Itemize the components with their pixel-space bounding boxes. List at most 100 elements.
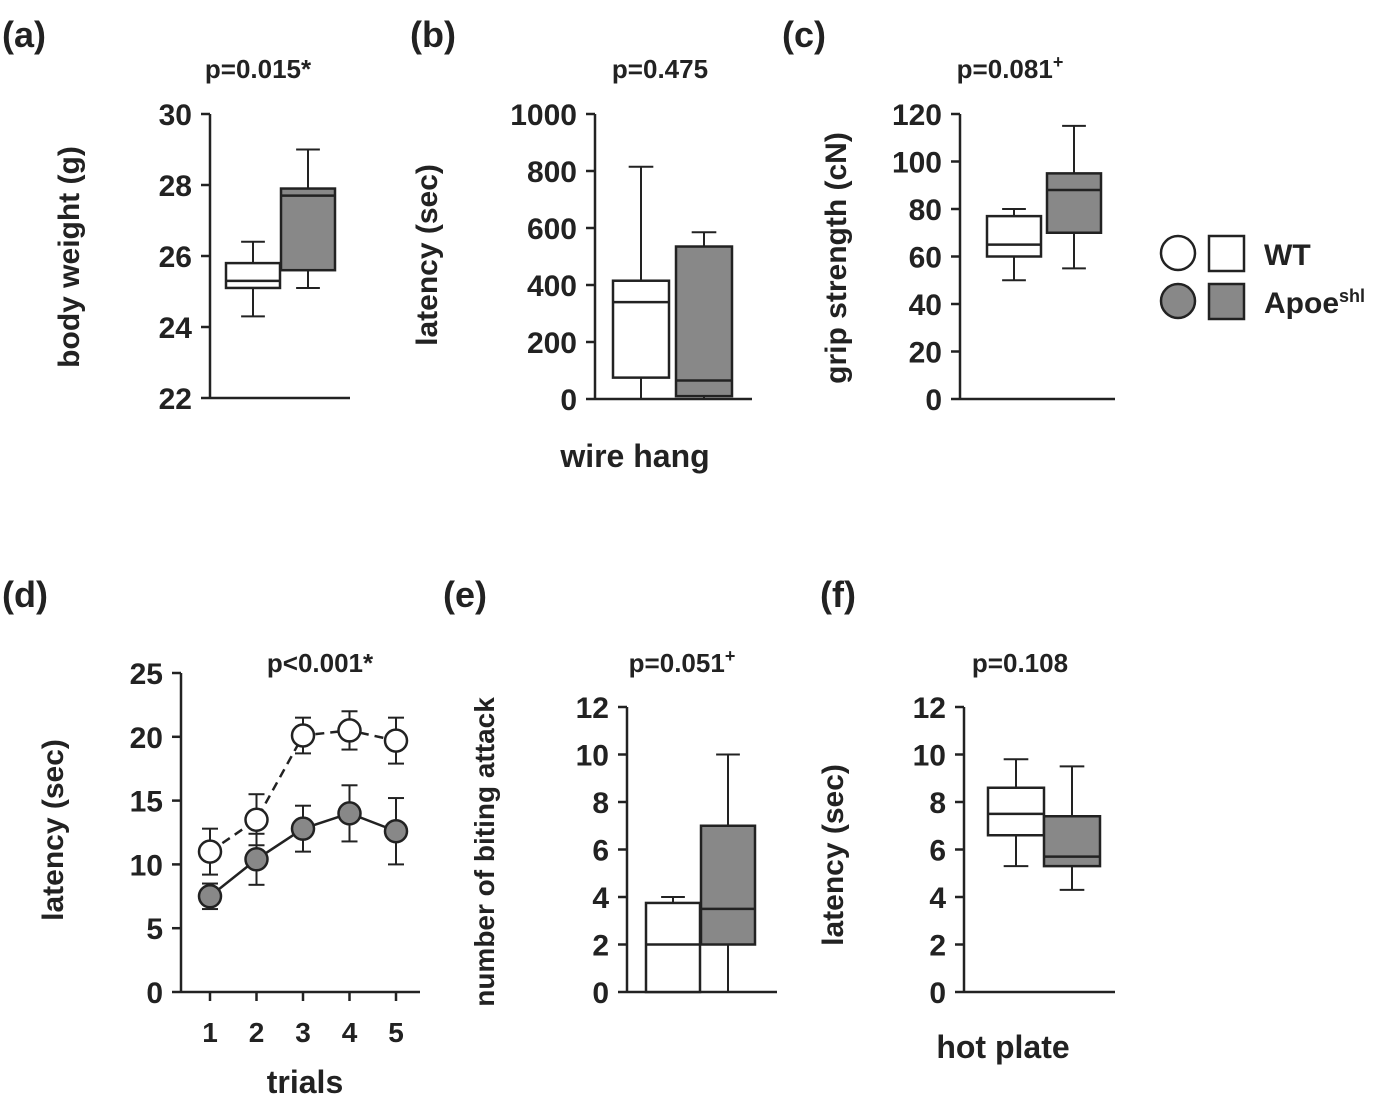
panel-d-xtick-label: 1 — [202, 1017, 218, 1048]
panel-e-title: p=0.051+ — [629, 646, 736, 678]
panel-b-ytick-label: 800 — [527, 156, 577, 189]
panel-c-ytick-label: 120 — [892, 99, 942, 132]
panel-c-box-wt — [985, 208, 1043, 282]
box — [699, 824, 757, 946]
panel-c-ytick-label: 60 — [909, 242, 942, 275]
panel-d-xtick-label: 5 — [388, 1017, 404, 1048]
panel-e-ytick-label: 4 — [592, 882, 609, 915]
panel-a-box-apoe — [279, 148, 337, 289]
panel-a-ytick-label: 28 — [159, 170, 192, 203]
box — [644, 901, 702, 994]
panel-e-ytick-label: 12 — [576, 692, 609, 725]
data-point — [197, 884, 223, 909]
box — [224, 261, 282, 290]
panel-a-ytick-label: 22 — [159, 383, 192, 416]
panel-d-ytick-label: 15 — [130, 786, 163, 819]
box — [985, 214, 1043, 258]
panel-e-box-apoe — [699, 753, 757, 992]
panel-f-ytick-label: 8 — [929, 787, 946, 820]
panel-c-label: (c) — [782, 14, 826, 55]
panel-f: (f) p=0.108 latency (sec) hot plate 0 2 4 6… — [817, 574, 1115, 1065]
panel-b-title: p=0.475 — [612, 54, 708, 84]
panel-d-xtick-label: 4 — [342, 1017, 358, 1048]
panel-e-ytick-label: 8 — [592, 787, 609, 820]
legend-apoe-circle — [1159, 282, 1197, 320]
panel-e: (e) p=0.051+ number of biting attack 0 2 4… — [443, 574, 777, 1010]
panel-c-ytick-label: 20 — [909, 337, 942, 370]
panel-c-box-apoe — [1045, 124, 1103, 270]
panel-a-plot: 22 24 26 28 30 — [159, 99, 350, 416]
panel-e-ytick-label: 2 — [592, 930, 609, 963]
panel-f-ytick-label: 12 — [913, 692, 946, 725]
panel-c-ytick-label: 80 — [909, 194, 942, 227]
data-point — [383, 818, 409, 844]
data-point — [290, 816, 316, 841]
panel-c-title-text: p=0.081 — [957, 54, 1053, 84]
panel-e-ytick-label: 0 — [592, 977, 609, 1010]
panel-a-ylabel: body weight (g) — [53, 146, 86, 368]
panel-b-ytick-label: 1000 — [510, 99, 577, 132]
panel-e-box-wt — [644, 896, 702, 994]
panel-e-ylabel: number of biting attack — [469, 697, 500, 1007]
panel-c-title: p=0.081+ — [957, 52, 1064, 84]
panel-e-title-text: p=0.051 — [629, 648, 725, 678]
box — [1042, 815, 1102, 868]
panel-d-xtick-label: 2 — [249, 1017, 265, 1048]
panel-f-plot: 0 2 4 6 8 10 12 — [913, 692, 1115, 1010]
box — [1045, 172, 1103, 234]
legend-apoe-sup: shl — [1339, 286, 1365, 306]
panel-b-ytick-label: 0 — [560, 384, 577, 417]
panel-d-xtick-label: 3 — [295, 1017, 311, 1048]
data-point — [337, 718, 362, 743]
panel-d-ytick-label: 10 — [130, 849, 163, 882]
panel-d-ytick-label: 0 — [146, 977, 163, 1010]
panel-d: (d) p<0.001* latency (sec) trials 051015… — [2, 574, 420, 1100]
panel-b-label: (b) — [410, 14, 456, 55]
legend-wt-square — [1207, 234, 1246, 273]
box — [611, 279, 671, 379]
data-point — [197, 839, 223, 864]
panel-e-ytick-label: 10 — [576, 740, 609, 773]
legend-wt-label: WT — [1264, 239, 1311, 272]
panel-b-box-wt — [611, 165, 671, 399]
panel-b-ytick-label: 400 — [527, 270, 577, 303]
panel-d-label: (d) — [2, 574, 48, 615]
panel-c: (c) p=0.081+ grip strength (cN) 0 20 40 60 8… — [782, 14, 1115, 417]
panel-f-box-wt — [986, 758, 1046, 868]
panel-b-box-apoe — [674, 231, 734, 399]
panel-f-title: p=0.108 — [972, 648, 1068, 678]
panel-a-title: p=0.015* — [205, 54, 312, 84]
panel-a: (a) p=0.015* body weight (g) 22 24 26 28 30 — [2, 14, 350, 416]
panel-e-ytick-label: 6 — [592, 835, 609, 868]
panel-e-plot: 0 2 4 6 8 10 12 — [576, 692, 777, 1010]
panel-e-title-sup: + — [725, 646, 736, 666]
panel-f-xlabel: hot plate — [936, 1029, 1069, 1065]
panel-f-ytick-label: 0 — [929, 977, 946, 1010]
legend-apoe-square — [1207, 282, 1246, 321]
panel-b-ytick-label: 600 — [527, 213, 577, 246]
box — [986, 786, 1046, 837]
panel-a-ytick-label: 30 — [159, 99, 192, 132]
panel-d-title: p<0.001* — [267, 648, 374, 678]
panel-d-ytick-label: 25 — [130, 658, 163, 691]
panel-b: (b) p=0.475 latency (sec) wire hang 0 200… — [410, 14, 752, 474]
legend: WT Apoeshl — [1159, 234, 1365, 321]
panel-f-box-apoe — [1042, 765, 1102, 891]
panel-c-title-sup: + — [1053, 52, 1064, 72]
panel-f-label: (f) — [820, 574, 856, 615]
legend-apoe-name: Apoe — [1264, 287, 1339, 320]
legend-wt-circle — [1159, 234, 1197, 272]
panel-f-ylabel: latency (sec) — [817, 764, 850, 946]
panel-f-ytick-label: 10 — [913, 740, 946, 773]
panel-c-plot: 0 20 40 60 80 100 120 — [892, 99, 1115, 417]
data-point — [244, 847, 269, 872]
panel-d-ytick-label: 20 — [130, 722, 163, 755]
box — [674, 245, 734, 398]
panel-c-ytick-label: 100 — [892, 147, 942, 180]
panel-c-ytick-label: 40 — [909, 289, 942, 322]
panel-f-ytick-label: 6 — [929, 835, 946, 868]
panel-a-ytick-label: 26 — [159, 241, 192, 274]
panel-a-ytick-label: 24 — [159, 312, 193, 345]
